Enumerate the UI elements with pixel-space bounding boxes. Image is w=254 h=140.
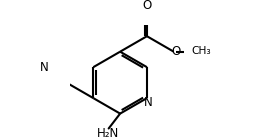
Text: CH₃: CH₃ — [192, 46, 211, 56]
Text: H₂N: H₂N — [97, 127, 119, 140]
Text: O: O — [142, 0, 152, 12]
Text: N: N — [40, 61, 49, 74]
Text: O: O — [171, 45, 180, 58]
Text: N: N — [144, 96, 152, 109]
